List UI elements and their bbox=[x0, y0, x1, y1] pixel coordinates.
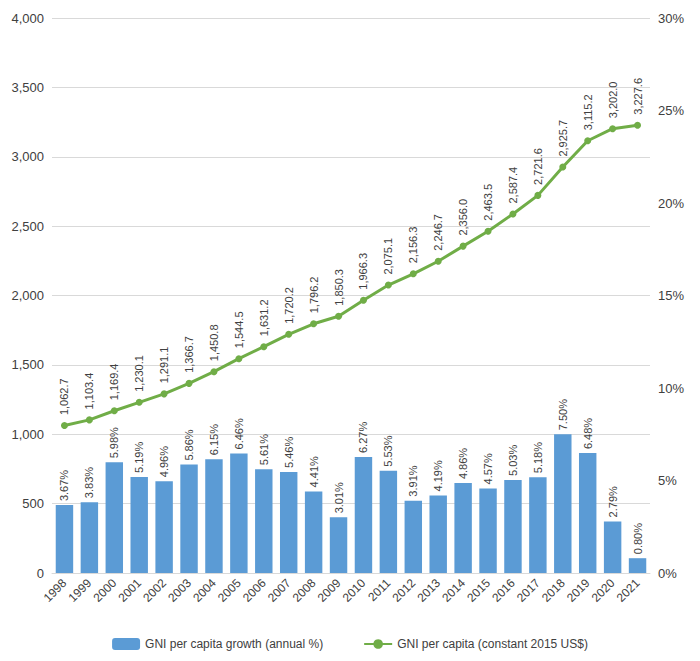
svg-text:0.80%: 0.80% bbox=[632, 523, 644, 554]
svg-text:2017: 2017 bbox=[514, 576, 543, 605]
svg-text:2019: 2019 bbox=[564, 576, 593, 605]
svg-text:500: 500 bbox=[22, 496, 44, 511]
svg-text:1,169.4: 1,169.4 bbox=[108, 364, 120, 401]
svg-text:5.19%: 5.19% bbox=[133, 442, 145, 473]
svg-text:2,721.6: 2,721.6 bbox=[532, 148, 544, 185]
svg-text:3,202.0: 3,202.0 bbox=[607, 82, 619, 119]
svg-text:6.48%: 6.48% bbox=[582, 418, 594, 449]
svg-text:1,450.8: 1,450.8 bbox=[208, 324, 220, 361]
svg-text:2002: 2002 bbox=[140, 576, 169, 605]
svg-text:3,227.6: 3,227.6 bbox=[632, 78, 644, 115]
svg-text:2006: 2006 bbox=[240, 576, 269, 605]
svg-text:2010: 2010 bbox=[340, 576, 369, 605]
svg-text:2015: 2015 bbox=[464, 576, 493, 605]
svg-text:1,000: 1,000 bbox=[11, 427, 44, 442]
svg-text:2000: 2000 bbox=[90, 576, 119, 605]
svg-text:1,544.5: 1,544.5 bbox=[233, 311, 245, 348]
svg-text:1,291.1: 1,291.1 bbox=[158, 347, 170, 384]
svg-text:3,000: 3,000 bbox=[11, 149, 44, 164]
svg-text:1,500: 1,500 bbox=[11, 357, 44, 372]
svg-text:6.46%: 6.46% bbox=[233, 418, 245, 449]
svg-text:2009: 2009 bbox=[315, 576, 344, 605]
svg-text:1,796.2: 1,796.2 bbox=[308, 277, 320, 314]
svg-text:20%: 20% bbox=[658, 196, 684, 211]
svg-text:7.50%: 7.50% bbox=[557, 399, 569, 430]
svg-text:3.91%: 3.91% bbox=[407, 465, 419, 496]
svg-text:2,925.7: 2,925.7 bbox=[557, 120, 569, 157]
svg-text:2020: 2020 bbox=[589, 576, 618, 605]
svg-text:4.86%: 4.86% bbox=[457, 448, 469, 479]
svg-text:4,000: 4,000 bbox=[11, 11, 44, 26]
svg-text:5.46%: 5.46% bbox=[283, 437, 295, 468]
svg-text:2016: 2016 bbox=[489, 576, 518, 605]
svg-text:2014: 2014 bbox=[439, 576, 468, 605]
svg-text:5.98%: 5.98% bbox=[108, 427, 120, 458]
svg-text:GNI per capita growth (annual: GNI per capita growth (annual %) bbox=[145, 637, 323, 651]
svg-text:2011: 2011 bbox=[365, 576, 393, 604]
svg-text:2013: 2013 bbox=[414, 576, 443, 605]
svg-text:1,366.7: 1,366.7 bbox=[183, 336, 195, 373]
svg-text:2018: 2018 bbox=[539, 576, 568, 605]
svg-text:5.53%: 5.53% bbox=[382, 435, 394, 466]
svg-text:1,720.2: 1,720.2 bbox=[283, 287, 295, 324]
svg-text:1,103.4: 1,103.4 bbox=[83, 373, 95, 410]
svg-text:5%: 5% bbox=[658, 473, 677, 488]
svg-text:30%: 30% bbox=[658, 11, 684, 26]
svg-text:2.79%: 2.79% bbox=[607, 486, 619, 517]
svg-text:2012: 2012 bbox=[389, 576, 418, 605]
svg-text:10%: 10% bbox=[658, 381, 684, 396]
svg-text:3,115.2: 3,115.2 bbox=[582, 94, 594, 130]
svg-text:1,230.1: 1,230.1 bbox=[133, 355, 145, 392]
svg-text:6.15%: 6.15% bbox=[208, 424, 220, 455]
svg-text:2,463.5: 2,463.5 bbox=[482, 184, 494, 221]
svg-text:3.67%: 3.67% bbox=[58, 470, 70, 501]
svg-text:3.01%: 3.01% bbox=[333, 482, 345, 513]
svg-text:3,500: 3,500 bbox=[11, 80, 44, 95]
svg-text:2,246.7: 2,246.7 bbox=[432, 214, 444, 251]
svg-text:2,000: 2,000 bbox=[11, 288, 44, 303]
svg-text:1,850.3: 1,850.3 bbox=[333, 269, 345, 306]
svg-text:2005: 2005 bbox=[215, 576, 244, 605]
svg-text:4.57%: 4.57% bbox=[482, 453, 494, 484]
svg-text:1,631.2: 1,631.2 bbox=[258, 299, 270, 336]
svg-text:2001: 2001 bbox=[115, 576, 144, 605]
svg-text:25%: 25% bbox=[658, 103, 684, 118]
svg-text:GNI per capita (constant 2015: GNI per capita (constant 2015 US$) bbox=[397, 637, 588, 651]
svg-text:5.86%: 5.86% bbox=[183, 429, 195, 460]
svg-text:1999: 1999 bbox=[66, 576, 95, 605]
svg-text:0: 0 bbox=[37, 566, 44, 581]
svg-text:2,587.4: 2,587.4 bbox=[507, 167, 519, 204]
svg-text:1998: 1998 bbox=[41, 576, 70, 605]
svg-text:2,356.0: 2,356.0 bbox=[457, 199, 469, 236]
svg-text:3.83%: 3.83% bbox=[83, 467, 95, 498]
svg-text:5.18%: 5.18% bbox=[532, 442, 544, 473]
svg-text:2,500: 2,500 bbox=[11, 219, 44, 234]
svg-text:4.19%: 4.19% bbox=[432, 460, 444, 491]
svg-text:5.61%: 5.61% bbox=[258, 434, 270, 465]
svg-text:4.96%: 4.96% bbox=[158, 446, 170, 477]
svg-text:15%: 15% bbox=[658, 288, 684, 303]
svg-text:2021: 2021 bbox=[614, 576, 643, 605]
svg-text:2003: 2003 bbox=[165, 576, 194, 605]
svg-text:2007: 2007 bbox=[265, 576, 294, 605]
svg-text:6.27%: 6.27% bbox=[357, 422, 369, 453]
svg-text:2008: 2008 bbox=[290, 576, 319, 605]
svg-text:1,062.7: 1,062.7 bbox=[58, 378, 70, 415]
svg-text:2004: 2004 bbox=[190, 576, 219, 605]
svg-text:2,075.1: 2,075.1 bbox=[382, 238, 394, 275]
svg-text:1,966.3: 1,966.3 bbox=[357, 253, 369, 290]
svg-text:0%: 0% bbox=[658, 566, 677, 581]
svg-text:5.03%: 5.03% bbox=[507, 445, 519, 476]
svg-text:2,156.3: 2,156.3 bbox=[407, 227, 419, 264]
svg-text:4.41%: 4.41% bbox=[308, 456, 320, 487]
